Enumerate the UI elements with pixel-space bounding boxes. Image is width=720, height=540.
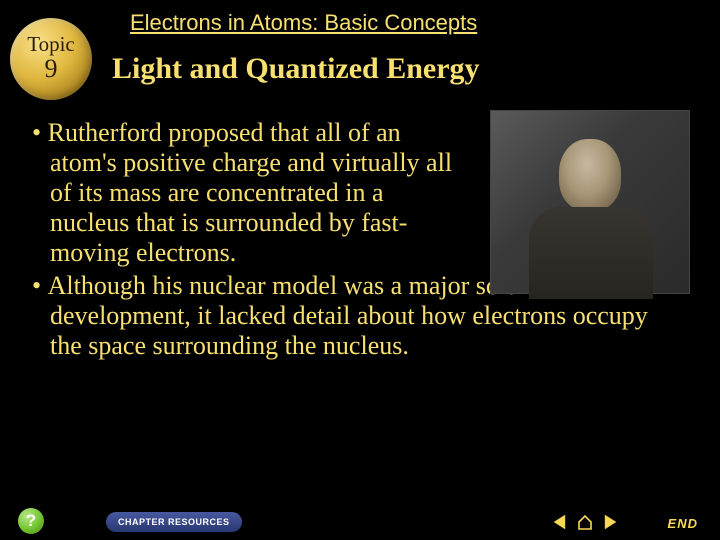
nav-prev-button[interactable] xyxy=(550,512,570,532)
footer: ? CHAPTER RESOURCES END xyxy=(0,502,720,540)
end-button[interactable]: END xyxy=(668,516,698,531)
topic-badge: Topic 9 xyxy=(10,18,92,100)
bullet-char: • xyxy=(32,118,41,147)
page-title: Electrons in Atoms: Basic Concepts xyxy=(130,10,477,36)
chapter-resources-button[interactable]: CHAPTER RESOURCES xyxy=(106,512,242,532)
nav-next-button[interactable] xyxy=(600,512,620,532)
subtitle: Light and Quantized Energy xyxy=(112,52,480,86)
help-button[interactable]: ? xyxy=(18,508,44,534)
portrait-image xyxy=(490,110,690,294)
nav-home-button[interactable] xyxy=(575,512,595,532)
triangle-right-icon xyxy=(601,513,619,531)
slide: Topic 9 Electrons in Atoms: Basic Concep… xyxy=(0,0,720,540)
topic-number: 9 xyxy=(45,55,58,84)
bullet-item: • Rutherford proposed that all of an ato… xyxy=(26,118,456,267)
triangle-left-icon xyxy=(551,513,569,531)
home-icon xyxy=(576,513,594,531)
bullet-text: Rutherford proposed that all of an atom'… xyxy=(48,118,452,267)
help-icon: ? xyxy=(26,511,36,531)
topic-label: Topic xyxy=(27,34,75,55)
bullet-char: • xyxy=(32,271,41,300)
nav-group xyxy=(550,512,620,532)
